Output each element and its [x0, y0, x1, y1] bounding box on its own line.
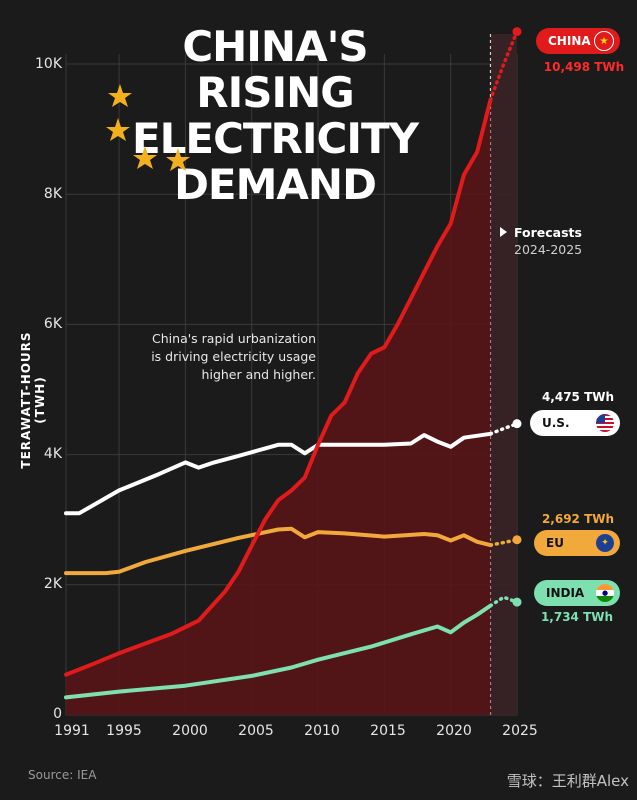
forecast-title: Forecasts: [514, 225, 582, 240]
eu-value: 2,692 TWh: [541, 512, 615, 526]
star-icon: [106, 118, 130, 141]
annotation-text: China's rapid urbanization is driving el…: [128, 330, 316, 384]
y-tick-label: 4K: [43, 446, 62, 462]
x-tick-label: 2000: [172, 723, 208, 739]
y-tick-label: 10K: [35, 56, 62, 72]
china-end-point: [512, 27, 522, 37]
x-tick-label: 2005: [238, 723, 274, 739]
china-label-pill: CHINA ★: [536, 28, 620, 54]
us-value: 4,475 TWh: [541, 390, 615, 404]
eu-forecast-line: [488, 538, 519, 547]
source-note: Source: IEA: [28, 768, 97, 782]
title-line-1: China's Rising: [182, 22, 368, 117]
x-tick-label: 2015: [370, 723, 406, 739]
china-area: [66, 99, 491, 716]
eu-end-point: [512, 535, 522, 545]
eu-series-line: [64, 526, 493, 576]
eu-label-name: EU: [546, 536, 564, 550]
title-line-3: Demand: [174, 160, 377, 209]
star-icon: [166, 148, 190, 171]
annotation-line: China's rapid urbanization: [152, 331, 316, 346]
y-tick-label: 8K: [43, 186, 62, 202]
india-series-line: [64, 603, 493, 700]
y-tick-label: 6K: [43, 316, 62, 332]
x-tick-label: 2020: [436, 723, 472, 739]
x-tick-label: 2010: [304, 723, 340, 739]
y-tick-label: 2K: [43, 576, 62, 592]
india-label-name: INDIA: [546, 586, 585, 600]
india-flag-icon: ●: [596, 584, 614, 602]
forecast-years: 2024-2025: [514, 242, 583, 257]
india-forecast-line: [488, 595, 519, 608]
china-label-name: CHINA: [548, 34, 591, 48]
annotation-line: is driving electricity usage: [151, 349, 316, 364]
us-flag-icon: [596, 414, 614, 432]
star-icon: [133, 146, 157, 169]
us-label-name: U.S.: [542, 416, 570, 430]
x-tick-label: 1995: [106, 723, 142, 739]
x-tick-label: 1991: [54, 723, 90, 739]
us-series-line: [64, 431, 493, 516]
chart-title: China's Rising Electricity Demand: [110, 24, 440, 208]
forecast-band: [490, 34, 517, 715]
china-series-line: [64, 97, 493, 677]
play-triangle-icon: [500, 227, 507, 237]
forecast-label: Forecasts 2024-2025: [500, 224, 582, 258]
star-icon: [108, 84, 132, 107]
india-value: 1,734 TWh: [540, 610, 614, 624]
eu-label-pill: EU ✦: [534, 530, 620, 556]
us-end-point: [512, 419, 522, 429]
china-value: 10,498 TWh: [543, 60, 625, 74]
india-end-point: [512, 597, 522, 607]
india-label-pill: INDIA ●: [534, 580, 620, 606]
us-forecast-line: [488, 421, 519, 436]
stars-decoration: [106, 84, 190, 171]
y-tick-label: 0: [53, 706, 62, 722]
annotation-line: higher and higher.: [201, 367, 316, 382]
china-flag-icon: ★: [594, 31, 614, 51]
watermark: 雪球：王利群Alex: [506, 772, 629, 790]
x-tick-label: 2025: [502, 723, 538, 739]
us-label-pill: U.S.: [530, 410, 620, 436]
china-forecast-line: [488, 29, 519, 102]
eu-flag-icon: ✦: [596, 534, 614, 552]
